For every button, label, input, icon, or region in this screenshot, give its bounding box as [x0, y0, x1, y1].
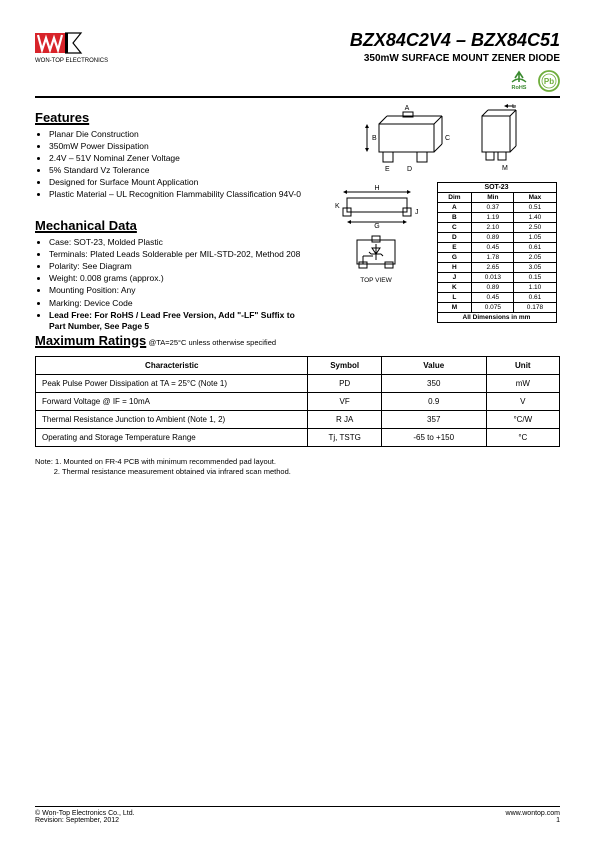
svg-text:D: D — [407, 166, 412, 173]
title-block: BZX84C2V4 – BZX84C51 350mW SURFACE MOUNT… — [350, 30, 560, 92]
features-list: Planar Die Construction 350mW Power Diss… — [35, 129, 313, 200]
footer-right: www.wontop.com 1 — [506, 810, 560, 824]
list-item: Plastic Material – UL Recognition Flamma… — [49, 189, 313, 200]
footer-url: www.wontop.com — [506, 810, 560, 817]
svg-text:H: H — [374, 185, 379, 192]
logo-block: WON-TOP ELECTRONICS — [35, 30, 108, 64]
mechanical-heading: Mechanical Data — [35, 218, 313, 233]
page-footer: © Won-Top Electronics Co., Ltd. Revision… — [35, 806, 560, 824]
ratings-header: Symbol — [308, 356, 381, 374]
ratings-header: Unit — [486, 356, 559, 374]
list-item: 350mW Power Dissipation — [49, 141, 313, 152]
pbfree-icon: Pb — [538, 70, 560, 92]
list-item: Polarity: See Diagram — [49, 261, 313, 272]
dim-header: Dim — [437, 193, 472, 203]
svg-text:RoHS: RoHS — [512, 85, 527, 90]
notes-lead: Note: — [35, 457, 53, 466]
table-row: Forward Voltage @ IF = 10mAVF0.9V — [36, 392, 560, 410]
ratings-table: Characteristic Symbol Value Unit Peak Pu… — [35, 356, 560, 447]
svg-text:Pb: Pb — [544, 77, 554, 86]
footer-left: © Won-Top Electronics Co., Ltd. Revision… — [35, 810, 135, 824]
ratings-heading: Maximum Ratings — [35, 333, 146, 348]
svg-text:E: E — [385, 166, 390, 173]
compliance-badges: RoHS Pb — [350, 70, 560, 92]
page-number: 1 — [506, 817, 560, 824]
copyright: © Won-Top Electronics Co., Ltd. — [35, 810, 135, 817]
svg-text:C: C — [445, 135, 450, 142]
list-item: Mounting Position: Any — [49, 285, 313, 296]
mechanical-list: Case: SOT-23, Molded Plastic Terminals: … — [35, 237, 313, 331]
svg-text:TOP VIEW: TOP VIEW — [360, 277, 392, 284]
table-row: Thermal Resistance Junction to Ambient (… — [36, 410, 560, 428]
main-content: Features Planar Die Construction 350mW P… — [35, 98, 560, 333]
svg-text:M: M — [502, 165, 508, 172]
svg-text:L: L — [512, 104, 516, 110]
dimensions-table: SOT-23 Dim Min Max A0.370.51 B1.191.40 C… — [437, 182, 557, 323]
left-column: Features Planar Die Construction 350mW P… — [35, 98, 313, 333]
svg-text:B: B — [372, 135, 377, 142]
ratings-section: Maximum Ratings @TA=25°C unless otherwis… — [35, 333, 560, 447]
package-side-icon: L M — [472, 104, 527, 174]
ratings-condition: @TA=25°C unless otherwise specified — [149, 338, 276, 347]
company-logo — [35, 30, 108, 56]
revision: Revision: September, 2012 — [35, 817, 135, 824]
dim-row: H K J G TOP VIEW — [329, 182, 557, 323]
company-name: WON-TOP ELECTRONICS — [35, 58, 108, 64]
svg-text:G: G — [374, 223, 379, 230]
dim-header: Max — [514, 193, 556, 203]
dim-footer: All Dimensions in mm — [437, 313, 556, 323]
features-heading: Features — [35, 110, 313, 125]
subtitle: 350mW SURFACE MOUNT ZENER DIODE — [350, 53, 560, 64]
svg-text:K: K — [335, 203, 340, 210]
list-item: 2.4V – 51V Nominal Zener Voltage — [49, 153, 313, 164]
rohs-icon: RoHS — [506, 70, 532, 90]
package-diagrams: A B C D E L M — [359, 104, 527, 174]
notes: Note: 1. Mounted on FR-4 PCB with minimu… — [35, 457, 560, 478]
list-item: Lead Free: For RoHS / Lead Free Version,… — [49, 310, 313, 332]
svg-text:A: A — [404, 105, 409, 112]
list-item: 5% Standard Vz Tolerance — [49, 165, 313, 176]
list-item: Weight: 0.008 grams (approx.) — [49, 273, 313, 284]
list-item: Marking: Device Code — [49, 298, 313, 309]
ratings-header: Characteristic — [36, 356, 308, 374]
ratings-header: Value — [381, 356, 486, 374]
dim-caption: SOT-23 — [437, 183, 556, 193]
dim-header: Min — [472, 193, 514, 203]
note-item: 2. Thermal resistance measurement obtain… — [54, 467, 291, 476]
package-front-icon: A B C D E — [359, 104, 454, 174]
table-row: Operating and Storage Temperature RangeT… — [36, 428, 560, 446]
list-item: Terminals: Plated Leads Solderable per M… — [49, 249, 313, 260]
svg-text:J: J — [415, 209, 419, 216]
right-column: A B C D E L M H — [325, 98, 560, 333]
note-item: 1. Mounted on FR-4 PCB with minimum reco… — [55, 457, 276, 466]
package-outline-icon: H K J G TOP VIEW — [329, 182, 429, 292]
list-item: Case: SOT-23, Molded Plastic — [49, 237, 313, 248]
header: WON-TOP ELECTRONICS BZX84C2V4 – BZX84C51… — [35, 30, 560, 98]
table-row: Peak Pulse Power Dissipation at TA = 25°… — [36, 374, 560, 392]
logo-icon — [35, 30, 83, 56]
part-number: BZX84C2V4 – BZX84C51 — [350, 30, 560, 51]
list-item: Designed for Surface Mount Application — [49, 177, 313, 188]
list-item: Planar Die Construction — [49, 129, 313, 140]
